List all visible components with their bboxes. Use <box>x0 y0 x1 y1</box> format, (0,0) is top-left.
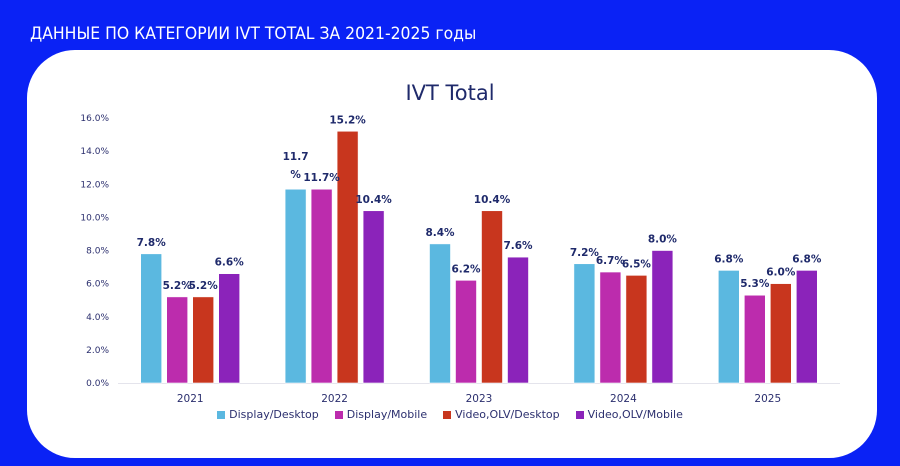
legend-swatch <box>443 410 452 419</box>
data-label: 6.8% <box>714 253 744 265</box>
bar-video-olv-mobile-2022 <box>362 210 385 384</box>
bar-video-olv-mobile-2021 <box>218 273 240 384</box>
bar-display-mobile-2025 <box>743 294 766 384</box>
x-category-label: 2024 <box>610 393 637 405</box>
data-label: 6.2% <box>451 263 481 275</box>
y-tick-label: 8.0% <box>86 247 109 257</box>
bar-video-olv-mobile-2025 <box>795 270 818 384</box>
bar-video-olv-desktop-2022 <box>336 130 359 384</box>
bar-video-olv-desktop-2025 <box>769 283 792 384</box>
data-label: 7.2% <box>570 247 600 259</box>
legend-item-video-olv-mobile: Video,OLV/Mobile <box>575 408 683 421</box>
chart-title: IVT Total <box>405 81 495 105</box>
data-labels-group: 7.8%5.2%5.2%6.6%11.7% 11.7%15.2%10.4%8.4%… <box>137 114 822 292</box>
bar-video-olv-desktop-2021 <box>192 296 214 384</box>
bar-display-desktop-2023 <box>429 243 451 384</box>
y-tick-label: 4.0% <box>86 313 109 323</box>
x-category-label: 2023 <box>466 393 493 405</box>
data-label: 11.7% <box>303 172 340 184</box>
data-label: 7.6% <box>503 240 533 252</box>
data-label: 15.2% <box>329 114 366 126</box>
data-label: 6.0% <box>766 267 796 279</box>
bar-video-olv-desktop-2023 <box>481 210 503 384</box>
bar-display-desktop-2024 <box>573 263 596 384</box>
y-tick-label: 2.0% <box>86 346 109 356</box>
data-label: 8.0% <box>648 234 678 246</box>
bars-group <box>140 130 818 384</box>
bar-display-desktop-2021 <box>140 253 162 384</box>
legend-item-video-olv-desktop: Video,OLV/Desktop <box>443 408 560 421</box>
legend-label: Video,OLV/Desktop <box>455 408 560 421</box>
data-label: % <box>290 169 301 181</box>
legend-label: Display/Desktop <box>229 408 319 421</box>
x-category-label: 2022 <box>321 393 348 405</box>
legend-item-display-desktop: Display/Desktop <box>217 408 319 421</box>
data-label: 10.4% <box>474 194 511 206</box>
data-label: 5.2% <box>163 280 193 292</box>
data-label: 6.8% <box>792 253 822 265</box>
data-label: 10.4% <box>355 194 392 206</box>
bar-display-mobile-2022 <box>310 188 333 384</box>
bar-video-olv-desktop-2024 <box>625 275 648 384</box>
data-label: 5.2% <box>189 280 219 292</box>
x-axis-labels: 2021 2022 2023 2024 2025 <box>177 393 781 405</box>
y-tick-label: 6.0% <box>86 280 109 290</box>
x-category-label: 2021 <box>177 393 204 405</box>
data-label: 6.6% <box>215 257 245 269</box>
bar-video-olv-mobile-2024 <box>651 250 674 384</box>
bar-display-mobile-2021 <box>166 296 188 384</box>
data-label: 11.7 <box>283 151 309 163</box>
y-tick-label: 10.0% <box>80 213 109 223</box>
bar-display-mobile-2023 <box>455 280 477 384</box>
x-category-label: 2025 <box>754 393 781 405</box>
y-tick-label: 0.0% <box>86 379 109 389</box>
chart-card <box>27 50 877 458</box>
bar-display-mobile-2024 <box>599 271 622 384</box>
data-label: 5.3% <box>740 278 770 290</box>
y-axis: 0.0% 2.0% 4.0% 6.0% 8.0% 10.0% 12.0% 14.0% 16.0% <box>80 114 109 389</box>
bar-display-desktop-2025 <box>717 270 740 384</box>
data-label: 7.8% <box>137 237 167 249</box>
data-label: 8.4% <box>425 227 455 239</box>
y-tick-label: 16.0% <box>80 114 109 124</box>
legend-label: Video,OLV/Mobile <box>587 408 683 421</box>
legend-item-display-mobile: Display/Mobile <box>334 408 428 421</box>
data-label: 6.5% <box>622 258 652 270</box>
legend-swatch <box>575 410 584 419</box>
legend-swatch <box>217 410 226 419</box>
legend-swatch <box>334 410 343 419</box>
y-tick-label: 14.0% <box>80 147 109 157</box>
legend: Display/Desktop Display/Mobile Video,OLV… <box>0 408 900 421</box>
legend-label: Display/Mobile <box>346 408 428 421</box>
page-heading: ДАННЫЕ ПО КАТЕГОРИИ IVT TOTAL ЗА 2021-20… <box>30 24 477 44</box>
y-tick-label: 12.0% <box>80 180 109 190</box>
bar-display-desktop-2022 <box>284 188 307 384</box>
data-label: 6.7% <box>596 255 626 267</box>
bar-video-olv-mobile-2023 <box>507 256 529 384</box>
